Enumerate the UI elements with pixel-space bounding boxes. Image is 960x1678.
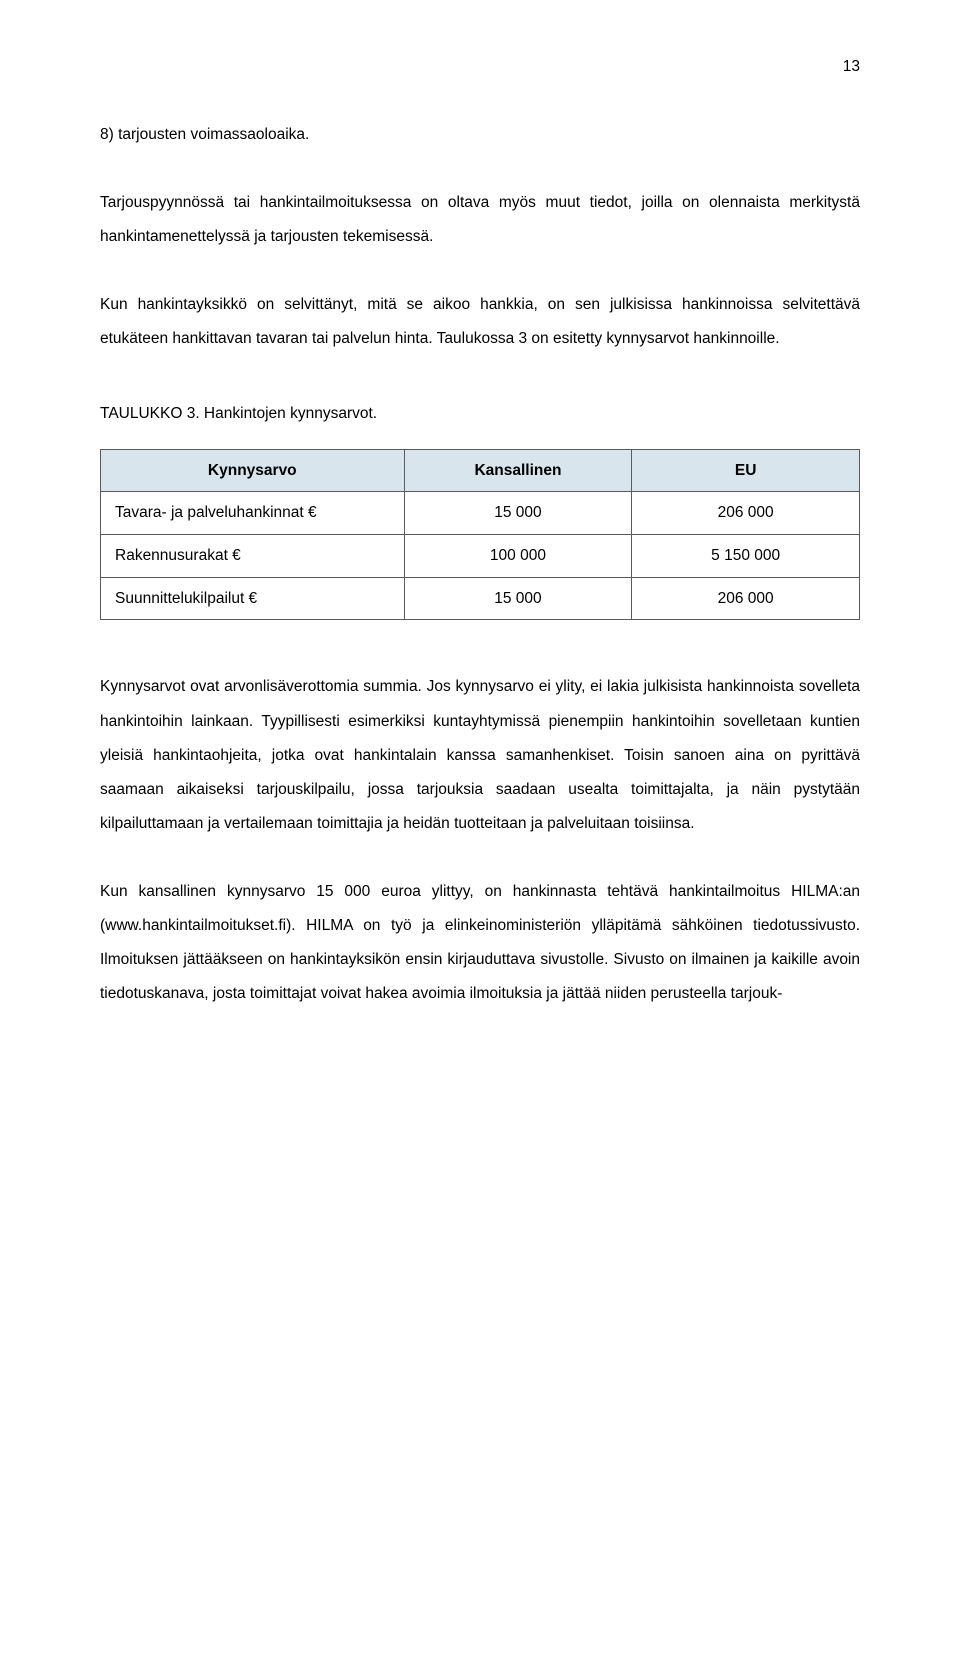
- table-header-row: Kynnysarvo Kansallinen EU: [101, 449, 860, 492]
- table-cell: 15 000: [404, 577, 632, 620]
- table-cell: Suunnittelukilpailut €: [101, 577, 405, 620]
- table-header-cell: Kynnysarvo: [101, 449, 405, 492]
- paragraph-1: 8) tarjousten voimassaoloaika.: [100, 118, 860, 152]
- page-number: 13: [100, 50, 860, 84]
- table-cell: 100 000: [404, 535, 632, 578]
- table-cell: Rakennusurakat €: [101, 535, 405, 578]
- table-row: Suunnittelukilpailut € 15 000 206 000: [101, 577, 860, 620]
- table-cell: 206 000: [632, 577, 860, 620]
- paragraph-3: Kun hankintayksikkö on selvittänyt, mitä…: [100, 288, 860, 356]
- table-caption: TAULUKKO 3. Hankintojen kynnysarvot.: [100, 397, 860, 431]
- table-cell: 15 000: [404, 492, 632, 535]
- paragraph-4: Kynnysarvot ovat arvonlisäverottomia sum…: [100, 670, 860, 840]
- table-cell: Tavara- ja palveluhankinnat €: [101, 492, 405, 535]
- table-cell: 206 000: [632, 492, 860, 535]
- paragraph-2: Tarjouspyynnössä tai hankintailmoitukses…: [100, 186, 860, 254]
- table-header-cell: Kansallinen: [404, 449, 632, 492]
- thresholds-table: Kynnysarvo Kansallinen EU Tavara- ja pal…: [100, 449, 860, 621]
- table-header-cell: EU: [632, 449, 860, 492]
- table-cell: 5 150 000: [632, 535, 860, 578]
- table-row: Rakennusurakat € 100 000 5 150 000: [101, 535, 860, 578]
- paragraph-5: Kun kansallinen kynnysarvo 15 000 euroa …: [100, 875, 860, 1011]
- table-row: Tavara- ja palveluhankinnat € 15 000 206…: [101, 492, 860, 535]
